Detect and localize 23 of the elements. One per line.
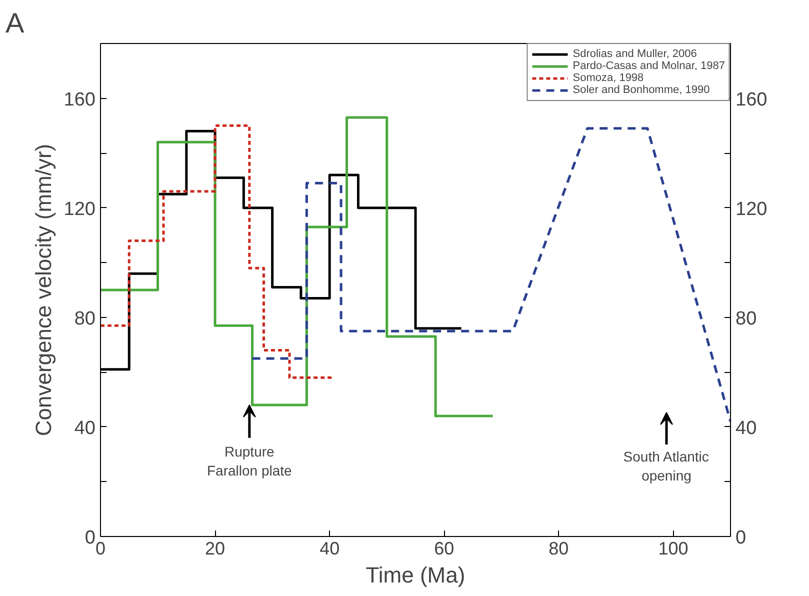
y2-tick-label: 40 <box>736 418 757 439</box>
legend-label: Soler and Bonhomme, 1990 <box>572 84 710 96</box>
line-series <box>251 127 730 423</box>
x-axis-title: Time (Ma) <box>366 562 466 588</box>
legend-label: Pardo-Casas and Molnar, 1987 <box>572 60 725 72</box>
y-axis-title: Convergence velocity (mm/yr) <box>30 144 56 436</box>
y2-tick-label: 160 <box>736 89 768 110</box>
annotation: Rupture Farallon plate <box>206 443 292 479</box>
x-tick-label: 20 <box>205 538 226 558</box>
x-tick-label: 80 <box>548 538 569 558</box>
annotation: South Atlantic opening <box>623 448 709 484</box>
x-tick-label: 60 <box>434 538 454 558</box>
x-tick-label: 100 <box>658 538 688 558</box>
x-tick-label: 40 <box>320 538 340 558</box>
y2-tick-label: 80 <box>736 308 757 330</box>
y2-tick-label: 120 <box>736 198 768 220</box>
legend-label: Sdrolias and Muller, 2006 <box>572 48 697 60</box>
y-tick-label: 80 <box>74 308 96 330</box>
y-tick-label: 40 <box>74 418 96 439</box>
legend-label: Somoza, 1998 <box>572 72 644 84</box>
y-tick-label: 120 <box>64 198 96 220</box>
chart-title: A <box>6 8 24 38</box>
y-tick-label: 160 <box>64 89 96 110</box>
